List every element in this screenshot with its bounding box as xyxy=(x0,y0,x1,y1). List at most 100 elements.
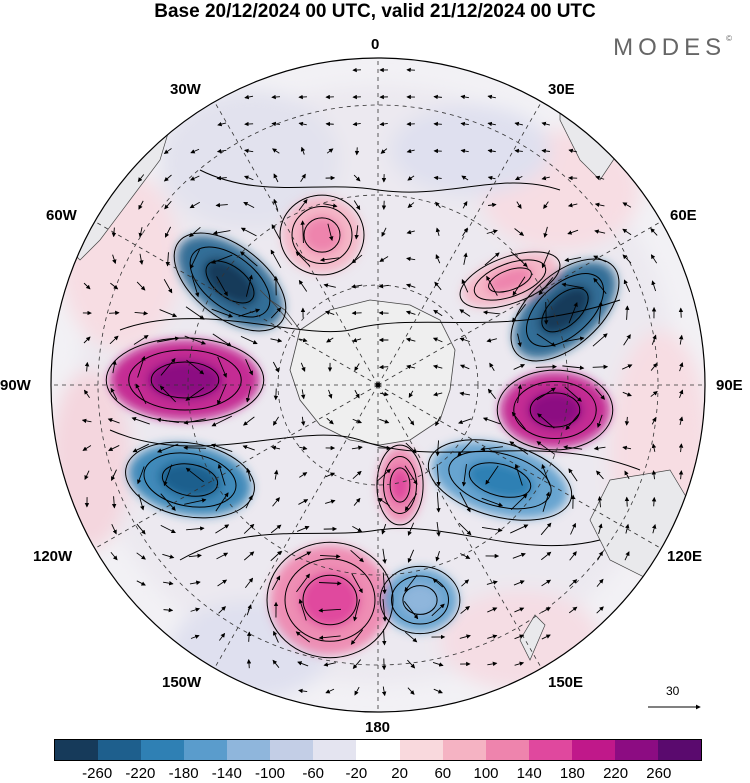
wind-vector xyxy=(541,175,550,181)
wind-vector xyxy=(407,202,415,208)
height-contour xyxy=(284,558,376,642)
height-contour xyxy=(266,541,394,659)
wind-vector xyxy=(136,523,146,535)
wind-vector xyxy=(433,309,443,317)
height-contour xyxy=(128,349,242,411)
wind-vector xyxy=(541,579,552,587)
wind-vector xyxy=(379,364,389,370)
wind-vector xyxy=(246,659,252,669)
wind-vector xyxy=(189,580,201,585)
wind-vector xyxy=(295,551,312,561)
wind-vector xyxy=(271,94,281,100)
wind-vector xyxy=(164,226,172,238)
wind-vector xyxy=(156,417,179,424)
wind-vector xyxy=(271,224,281,240)
height-contour xyxy=(279,194,365,276)
wind-vector xyxy=(353,599,361,622)
height-contour xyxy=(389,467,411,503)
wind-vector xyxy=(463,252,468,265)
wind-vector xyxy=(160,524,176,534)
wind-vector xyxy=(163,607,174,613)
height-contour xyxy=(125,441,255,519)
wind-vector xyxy=(298,199,308,211)
height-contour xyxy=(513,381,597,439)
wind-vector xyxy=(350,549,364,563)
wind-vector xyxy=(244,94,254,100)
contour-layer xyxy=(105,169,641,659)
wind-vector xyxy=(273,469,279,480)
lon-label-90w: 90W xyxy=(0,377,31,394)
wind-vector xyxy=(323,283,336,288)
wind-vector xyxy=(298,279,308,292)
map-title: Base 20/12/2024 00 UTC, valid 21/12/2024… xyxy=(154,1,596,22)
wind-vector xyxy=(84,361,90,372)
wind-vector xyxy=(459,634,471,639)
wind-vector xyxy=(162,553,175,559)
wind-vector xyxy=(244,577,254,589)
colorbar-swatch xyxy=(442,740,486,760)
wind-vector xyxy=(352,470,362,480)
lon-label-180: 180 xyxy=(365,719,391,736)
wind-vector xyxy=(432,364,443,369)
wind-vector xyxy=(273,173,279,183)
lon-label-90e: 90E xyxy=(716,377,743,394)
wind-vector xyxy=(163,148,172,154)
colorbar-tick-label: 140 xyxy=(516,765,542,782)
wind-vector xyxy=(485,465,499,485)
height-contour xyxy=(291,206,353,264)
wind-vector xyxy=(484,252,500,266)
wind-vector xyxy=(157,443,179,453)
wind-vector xyxy=(320,257,340,262)
colorbar-tick-label: -260 xyxy=(82,765,113,782)
height-contour xyxy=(143,452,237,508)
height-contour xyxy=(379,565,461,635)
wind-vector xyxy=(217,121,227,127)
wind-vector xyxy=(327,223,334,241)
anomaly-core-pos-45E xyxy=(486,266,534,294)
wind-vector xyxy=(651,496,657,507)
latitude-circle xyxy=(187,194,569,576)
lon-label-150w: 150W xyxy=(162,674,202,691)
wind-vector xyxy=(623,334,631,346)
wind-vector xyxy=(622,202,632,208)
lon-label-150e: 150E xyxy=(548,674,584,691)
new-zealand-outline xyxy=(519,614,546,661)
anomaly-core-neg-60W xyxy=(203,258,257,306)
wind-vector xyxy=(245,274,253,297)
wind-vector xyxy=(272,148,280,154)
wind-vector xyxy=(567,229,579,235)
wind-vector xyxy=(487,388,497,399)
wind-vector xyxy=(215,524,230,534)
colorbar xyxy=(54,739,702,761)
colorbar-swatch xyxy=(141,740,185,760)
wind-vector xyxy=(243,416,255,426)
wind-vector xyxy=(433,688,443,694)
wind-vector xyxy=(270,307,282,319)
wind-vector xyxy=(510,493,528,510)
background-patch xyxy=(390,105,550,195)
wind-vector xyxy=(382,629,387,646)
wind-vector xyxy=(243,523,255,534)
colorbar-swatch xyxy=(98,740,142,760)
wind-vector xyxy=(325,310,335,315)
wind-vector xyxy=(460,94,469,100)
height-contour xyxy=(189,246,271,318)
wind-vector xyxy=(536,387,556,401)
wind-vector xyxy=(299,337,308,343)
wind-vector xyxy=(541,121,550,127)
wind-vector xyxy=(131,417,150,425)
wind-vector xyxy=(457,439,473,457)
height-contour xyxy=(150,361,220,399)
wind-vector xyxy=(537,413,555,429)
wind-vector xyxy=(111,523,117,535)
wind-vector xyxy=(650,390,658,397)
wind-vector xyxy=(188,553,202,558)
wind-vector xyxy=(514,463,523,486)
wind-vector xyxy=(299,445,308,451)
wind-vector xyxy=(111,496,117,509)
wind-vector xyxy=(593,277,607,294)
wind-vector xyxy=(651,470,657,480)
wind-vector xyxy=(272,659,280,668)
wind-vector xyxy=(595,175,605,181)
